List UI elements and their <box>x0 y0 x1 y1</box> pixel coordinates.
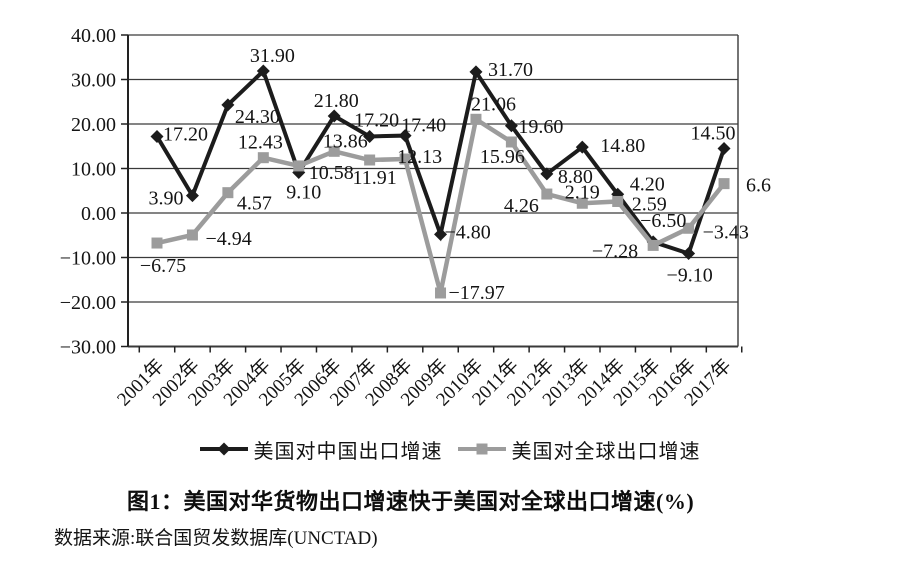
diamond-marker-icon <box>150 129 164 143</box>
data-label: −3.43 <box>703 221 749 243</box>
square-marker-icon <box>399 153 411 165</box>
y-axis-tick-label: 40.00 <box>71 25 116 47</box>
data-label: 6.6 <box>746 175 771 197</box>
data-label: −6.50 <box>640 210 686 232</box>
chart-plot-area: 40.00 30.00 20.00 10.00 0.00 −10.00 −20.00 −30.… <box>60 25 771 410</box>
square-marker-icon <box>435 287 447 299</box>
square-marker-icon <box>470 113 482 125</box>
data-label: 12.43 <box>238 132 283 154</box>
square-marker-icon <box>683 222 695 234</box>
diamond-marker-icon <box>256 64 270 78</box>
data-label: −4.94 <box>205 228 251 250</box>
y-axis-tick-label: −20.00 <box>60 292 116 314</box>
diamond-marker-icon <box>575 140 589 154</box>
legend-label-us-china: 美国对中国出口增速 <box>253 440 443 463</box>
diamond-line-marker-icon <box>199 442 248 456</box>
square-marker-icon <box>293 160 305 172</box>
data-label: −9.10 <box>666 264 712 286</box>
data-label: 19.60 <box>518 116 563 138</box>
square-marker-icon <box>505 136 517 148</box>
y-axis-tick-label: 10.00 <box>71 159 116 181</box>
diamond-marker-icon <box>434 227 448 241</box>
data-label: 31.90 <box>250 45 295 67</box>
data-label: 4.20 <box>630 173 665 195</box>
data-label: 11.91 <box>353 167 397 189</box>
data-label: 8.80 <box>558 166 593 188</box>
y-axis-tick-label: 20.00 <box>71 114 116 136</box>
figure-caption: 图1：美国对华货物出口增速快于美国对全球出口增速(%) <box>127 489 695 514</box>
data-label: 9.10 <box>286 182 321 204</box>
data-label: 12.13 <box>397 146 442 168</box>
diamond-marker-icon <box>221 98 235 112</box>
data-label: −7.28 <box>592 240 638 262</box>
legend-square-icon <box>476 443 487 455</box>
square-marker-icon <box>541 188 553 200</box>
data-source-note: 数据来源:联合国贸发数据库(UNCTAD) <box>54 528 378 549</box>
y-axis-tick-label: −10.00 <box>60 248 116 270</box>
data-label: 17.20 <box>163 123 208 145</box>
data-label: 21.06 <box>471 93 516 115</box>
data-label: 14.50 <box>691 122 736 144</box>
diamond-marker-icon <box>363 129 377 143</box>
legend-diamond-icon <box>217 442 230 456</box>
data-label: −6.75 <box>140 255 186 277</box>
chart-legend: 美国对中国出口增速 美国对全球出口增速 <box>0 433 899 465</box>
diamond-marker-icon <box>185 189 199 203</box>
diamond-marker-icon <box>682 246 696 260</box>
square-marker-icon <box>647 239 659 251</box>
data-label: −17.97 <box>449 282 505 304</box>
data-label: 3.90 <box>148 188 183 210</box>
square-marker-icon <box>576 197 588 209</box>
square-marker-icon <box>718 178 730 190</box>
data-label: 10.58 <box>309 162 354 184</box>
square-marker-icon <box>151 237 163 249</box>
data-label: 21.80 <box>314 90 359 112</box>
diamond-marker-icon <box>469 65 483 79</box>
data-label: 2.59 <box>632 193 667 215</box>
legend-item-us-global: 美国对全球出口增速 <box>457 435 701 464</box>
diamond-marker-icon <box>504 119 518 133</box>
legend-label-us-global: 美国对全球出口增速 <box>511 440 701 463</box>
data-label: 14.80 <box>600 135 645 157</box>
data-label: −4.80 <box>445 221 491 243</box>
diamond-marker-icon <box>327 109 341 123</box>
data-label: 24.30 <box>235 106 280 128</box>
data-label: 4.26 <box>504 195 539 217</box>
square-line-marker-icon <box>457 443 506 455</box>
y-axis-tick-label: −30.00 <box>60 337 116 359</box>
data-label: 15.96 <box>480 146 525 168</box>
square-marker-icon <box>364 154 376 166</box>
square-marker-icon <box>257 152 269 164</box>
data-label: 2.19 <box>565 181 600 203</box>
square-marker-icon <box>612 195 624 207</box>
square-marker-icon <box>186 229 198 241</box>
square-marker-icon <box>328 145 340 157</box>
diamond-marker-icon <box>717 141 731 155</box>
y-axis-tick-label: 0.00 <box>81 203 116 225</box>
legend-item-us-china: 美国对中国出口增速 <box>199 435 443 464</box>
data-label: 31.70 <box>488 59 533 81</box>
y-axis-tick-label: 30.00 <box>71 70 116 92</box>
square-marker-icon <box>222 187 234 199</box>
diamond-marker-icon <box>540 167 554 181</box>
data-label: 17.20 <box>354 109 399 131</box>
data-label: 17.40 <box>401 115 446 137</box>
data-label: 13.86 <box>323 130 368 152</box>
data-label: 4.57 <box>237 193 272 215</box>
diamond-marker-icon <box>398 129 412 143</box>
